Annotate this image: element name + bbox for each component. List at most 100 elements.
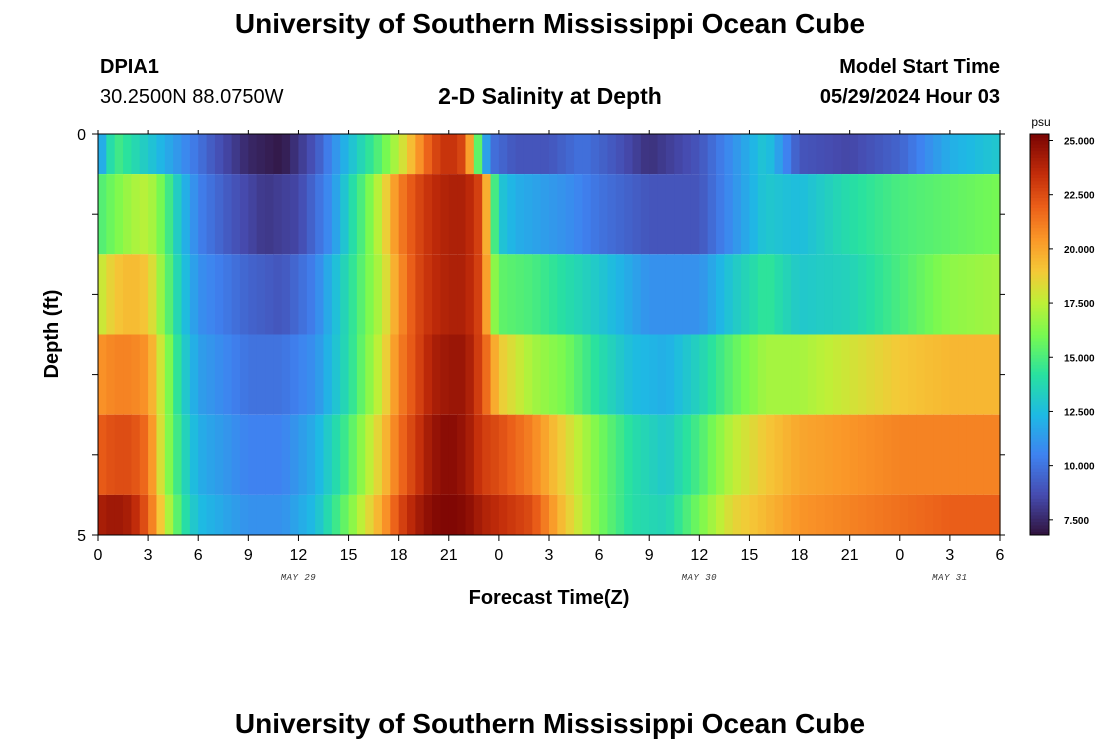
colorbar-tick-label: 17.500 — [1064, 299, 1095, 310]
heatmap-cell — [164, 414, 174, 495]
heatmap-cell — [974, 174, 984, 255]
heatmap-cell — [306, 414, 316, 495]
heatmap-cell — [507, 254, 517, 335]
heatmap-cell — [390, 494, 400, 535]
colorbar-segment — [1030, 511, 1049, 516]
x-tick-label: 3 — [144, 547, 153, 564]
heatmap-cell — [198, 414, 208, 495]
heatmap-cell — [665, 334, 675, 415]
heatmap-cell — [824, 134, 834, 175]
colorbar-segment — [1030, 227, 1049, 232]
heatmap-cell — [632, 334, 642, 415]
heatmap-cell — [966, 414, 976, 495]
heatmap-cell — [665, 254, 675, 335]
chart-subtitle: 2-D Salinity at Depth — [438, 83, 662, 109]
colorbar-segment — [1030, 528, 1049, 533]
x-tick-label: 18 — [791, 547, 809, 564]
heatmap-cell — [407, 134, 416, 175]
heatmap-cell — [390, 414, 400, 495]
colorbar-segment — [1030, 371, 1049, 376]
heatmap-cell — [724, 254, 734, 335]
x-tick-label: 3 — [545, 547, 554, 564]
heatmap-cell — [348, 134, 358, 175]
heatmap-cell — [440, 254, 450, 335]
heatmap-cell — [749, 494, 759, 535]
heatmap-cell — [824, 414, 834, 495]
heatmap-cell — [156, 254, 166, 335]
heatmap-cell — [615, 134, 625, 175]
heatmap-cell — [632, 174, 642, 255]
heatmap-cell — [114, 134, 124, 175]
heatmap-cell — [273, 414, 283, 495]
heatmap-cell — [490, 174, 500, 255]
heatmap-cell — [348, 334, 358, 415]
heatmap-cell — [323, 174, 333, 255]
heatmap-cell — [924, 494, 934, 535]
heatmap-cell — [933, 254, 943, 335]
heatmap-cell — [974, 334, 984, 415]
heatmap-cell — [265, 494, 274, 535]
heatmap-cell — [908, 254, 918, 335]
heatmap-cell — [106, 334, 116, 415]
colorbar-segment — [1030, 387, 1049, 392]
heatmap-cell — [323, 254, 333, 335]
colorbar-segment — [1030, 347, 1049, 352]
colorbar-segment — [1030, 421, 1049, 426]
colorbar-segment — [1030, 287, 1049, 292]
heatmap-cell — [774, 134, 784, 175]
heatmap-cell — [958, 494, 968, 535]
colorbar-segment — [1030, 431, 1049, 436]
x-tick-label: 6 — [194, 547, 203, 564]
heatmap-cell — [398, 414, 408, 495]
heatmap-cell — [473, 254, 483, 335]
heatmap-cell — [256, 334, 266, 415]
heatmap-cell — [114, 334, 124, 415]
colorbar-segment — [1030, 267, 1049, 272]
heatmap-cell — [607, 174, 617, 255]
heatmap-cell — [214, 254, 224, 335]
heatmap-cell — [574, 174, 584, 255]
heatmap-cell — [924, 334, 934, 415]
heatmap-cell — [448, 334, 458, 415]
x-tick-label: 6 — [595, 547, 604, 564]
heatmap-cell — [674, 134, 684, 175]
heatmap-cell — [933, 414, 943, 495]
colorbar-segment — [1030, 381, 1049, 386]
heatmap-cell — [699, 254, 709, 335]
x-axis-ticks: 0 3 6 9 12 15 18 21 0 3 6 9 12 15 18 21 0 3 6 — [94, 130, 1005, 564]
colorbar-unit: psu — [1031, 115, 1050, 129]
heatmap-cell — [298, 254, 308, 335]
heatmap-cell — [949, 134, 959, 175]
heatmap-cell — [933, 494, 943, 535]
colorbar-segment — [1030, 448, 1049, 452]
x-tick-label: 0 — [94, 547, 103, 564]
heatmap-cell — [239, 174, 249, 255]
heatmap-cell — [958, 414, 968, 495]
heatmap-cell — [381, 414, 391, 495]
heatmap-cell — [473, 174, 483, 255]
heatmap-cell — [331, 134, 341, 175]
heatmap-cell — [390, 254, 400, 335]
heatmap-cell — [407, 174, 416, 255]
heatmap-cell — [649, 334, 659, 415]
heatmap-cell — [682, 494, 692, 535]
heatmap-cell — [607, 494, 617, 535]
heatmap-cell — [523, 134, 533, 175]
heatmap-cell — [281, 494, 291, 535]
heatmap-cell — [674, 494, 684, 535]
heatmap-cell — [657, 494, 667, 535]
colorbar-segment — [1030, 297, 1049, 302]
heatmap-cell — [432, 414, 442, 495]
heatmap-cell — [908, 134, 918, 175]
colorbar-segment — [1030, 484, 1049, 489]
heatmap-cell — [858, 414, 867, 495]
heatmap-cell — [624, 494, 634, 535]
heatmap-cell — [365, 174, 375, 255]
heatmap-cell — [465, 414, 475, 495]
heatmap-cell — [640, 134, 650, 175]
heatmap-cell — [173, 134, 183, 175]
colorbar-segment — [1030, 170, 1049, 175]
heatmap-cell — [916, 254, 926, 335]
heatmap-cell — [131, 174, 141, 255]
colorbar-segment — [1030, 354, 1049, 359]
